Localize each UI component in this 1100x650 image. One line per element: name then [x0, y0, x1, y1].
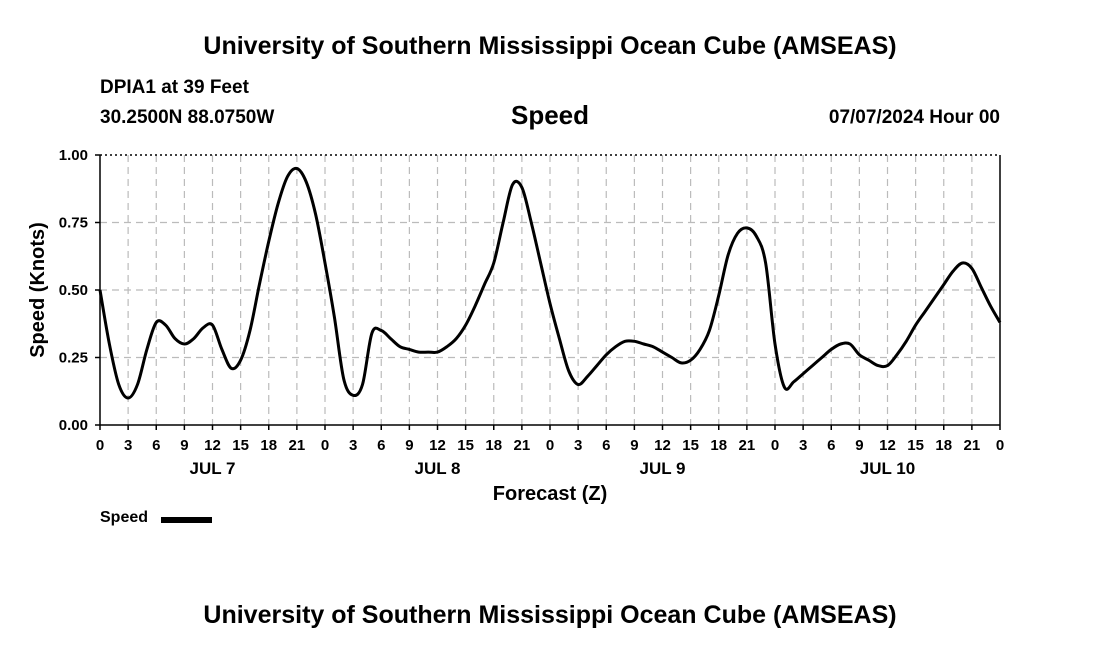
- x-tick-label: 6: [377, 437, 385, 454]
- grid-lines: [100, 155, 1000, 425]
- y-tick-label: 0.00: [59, 417, 88, 434]
- x-tick-label: 15: [907, 437, 924, 454]
- x-axis-label: Forecast (Z): [493, 483, 607, 505]
- y-tick-label: 0.75: [59, 215, 88, 232]
- ticks: [95, 154, 1001, 430]
- x-tick-label: 0: [546, 437, 554, 454]
- x-tick-label: 0: [96, 437, 104, 454]
- x-tick-label: 18: [485, 437, 502, 454]
- x-tick-label: 9: [180, 437, 188, 454]
- x-tick-label: 12: [429, 437, 446, 454]
- chart-title-top: University of Southern Mississippi Ocean…: [203, 32, 897, 60]
- x-tick-label: 21: [739, 437, 756, 454]
- x-tick-label: 18: [710, 437, 727, 454]
- y-tick-label: 0.25: [59, 350, 88, 367]
- day-label: JUL 7: [190, 459, 236, 478]
- chart-subtitle: Speed: [510, 100, 590, 130]
- x-tick-label: 0: [321, 437, 329, 454]
- day-label: JUL 10: [860, 459, 915, 478]
- x-tick-label: 18: [260, 437, 277, 454]
- station-label: DPIA1 at 39 Feet: [100, 77, 249, 98]
- legend-label: Speed: [100, 509, 149, 526]
- x-tick-label: 21: [289, 437, 306, 454]
- x-tick-label: 3: [799, 437, 807, 454]
- x-tick-label: 15: [682, 437, 699, 454]
- speed-series-line: [98, 166, 1002, 400]
- x-tick-label: 3: [124, 437, 132, 454]
- y-tick-label: 0.50: [59, 282, 88, 299]
- y-axis-label: Speed (Knots): [27, 222, 49, 358]
- x-tick-label: 21: [964, 437, 981, 454]
- chart-title-bottom: University of Southern Mississippi Ocean…: [203, 601, 897, 629]
- x-tick-label: 3: [574, 437, 582, 454]
- forecast-date-hour: 07/07/2024 Hour 00: [828, 107, 1000, 128]
- x-tick-label: 9: [405, 437, 413, 454]
- x-tick-label: 15: [457, 437, 474, 454]
- x-tick-label: 12: [204, 437, 221, 454]
- x-tick-label: 9: [630, 437, 638, 454]
- x-tick-label: 12: [654, 437, 671, 454]
- y-tick-label: 1.00: [59, 147, 88, 164]
- x-tick-label: 0: [996, 437, 1004, 454]
- legend-swatch: [161, 517, 212, 523]
- x-tick-label: 6: [602, 437, 610, 454]
- x-tick-label: 12: [879, 437, 896, 454]
- x-tick-label: 15: [232, 437, 249, 454]
- x-tick-label: 9: [855, 437, 863, 454]
- tick-labels: 0 3 6 9 12 15 18 21 0 3 6 9 12 15 18 21 0 3 6 9 12 15 18 21 0 3 6 9…: [59, 147, 1004, 478]
- x-tick-label: 6: [152, 437, 160, 454]
- day-label: JUL 9: [640, 459, 686, 478]
- x-tick-label: 0: [771, 437, 779, 454]
- x-tick-label: 18: [935, 437, 952, 454]
- x-tick-label: 3: [349, 437, 357, 454]
- station-coords: 30.2500N 88.0750W: [100, 107, 275, 128]
- x-tick-label: 6: [827, 437, 835, 454]
- x-tick-label: 21: [514, 437, 531, 454]
- day-label: JUL 8: [415, 459, 461, 478]
